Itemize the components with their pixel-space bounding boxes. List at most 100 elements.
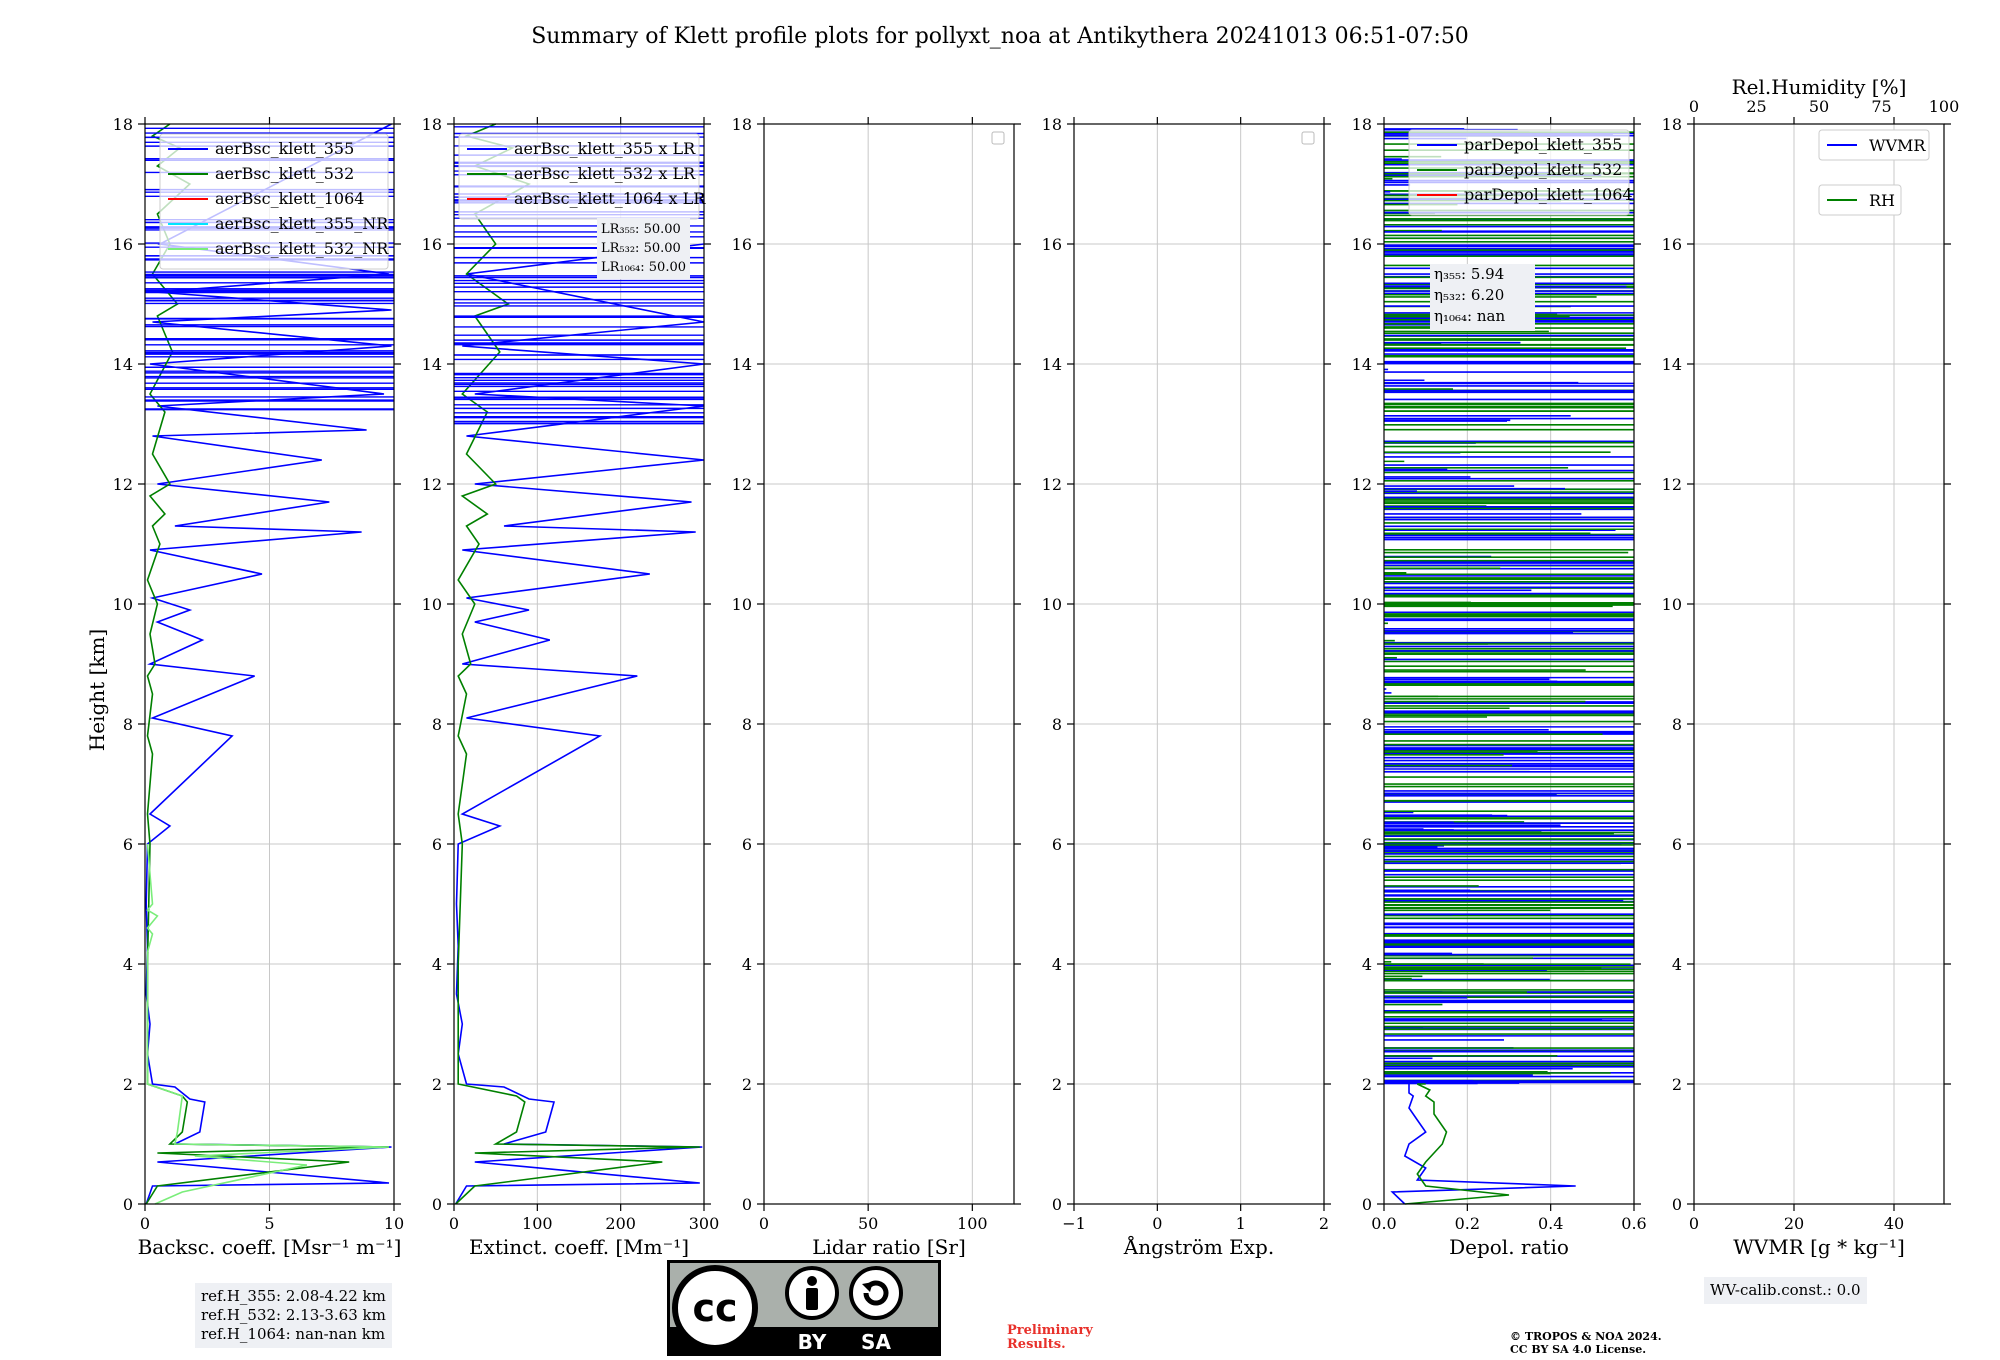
- x-axis-label: Backsc. coeff. [Msr⁻¹ m⁻¹]: [138, 1235, 402, 1259]
- annotation-line: LR₅₃₂: 50.00: [601, 241, 681, 256]
- legend-entry: aerBsc_klett_355_NR: [215, 214, 389, 233]
- x-tick-label: 300: [689, 1214, 720, 1233]
- badge-by-label: BY: [798, 1330, 827, 1354]
- y-tick-label: 16: [1352, 235, 1372, 254]
- legend-entry: aerBsc_klett_532_NR: [215, 239, 389, 258]
- x-tick-label: 0.6: [1621, 1214, 1646, 1233]
- y-tick-label: 4: [1362, 955, 1372, 974]
- y-tick-label: 2: [1052, 1075, 1062, 1094]
- x-tick-label: 10: [384, 1214, 404, 1233]
- depol-noise-lines: [1384, 128, 1634, 1085]
- y-tick-label: 14: [1662, 355, 1682, 374]
- badge-sa-label: SA: [861, 1330, 891, 1354]
- y-tick-label: 8: [123, 715, 133, 734]
- x-tick-label: 0.0: [1371, 1214, 1396, 1233]
- series-line-aerBsc_klett_532_NR: [146, 843, 390, 1205]
- y-tick-label: 10: [113, 595, 133, 614]
- y-tick-label: 12: [422, 475, 442, 494]
- x-tick-label: 200: [605, 1214, 636, 1233]
- share-alike-icon: [849, 1266, 903, 1320]
- legend-entry: aerBsc_klett_355 x LR: [514, 139, 696, 158]
- series-line-aerBsc_klett_532 x LR: [455, 123, 700, 1205]
- x-tick-label: 0: [1689, 1214, 1699, 1233]
- axes-frame: [144, 123, 395, 1205]
- top-x-tick-label: 25: [1746, 97, 1766, 116]
- x-axis-label: Ångström Exp.: [1123, 1234, 1274, 1259]
- ref-height-355: ref.H_355: 2.08-4.22 km: [201, 1287, 386, 1305]
- y-tick-label: 6: [742, 835, 752, 854]
- legend-entry-rh: RH: [1869, 191, 1895, 210]
- y-tick-label: 18: [113, 115, 133, 134]
- x-tick-label: 100: [522, 1214, 553, 1233]
- y-tick-label: 8: [742, 715, 752, 734]
- annotation-background: [597, 218, 690, 279]
- y-tick-label: 8: [432, 715, 442, 734]
- y-tick-label: 12: [113, 475, 133, 494]
- copyright-note: © TROPOS & NOA 2024. CC BY SA 4.0 Licens…: [1510, 1330, 1662, 1356]
- empty-legend-icon: [1301, 131, 1315, 145]
- x-tick-label: 40: [1884, 1214, 1904, 1233]
- y-tick-label: 10: [732, 595, 752, 614]
- y-tick-label: 12: [732, 475, 752, 494]
- x-tick-label: 5: [264, 1214, 274, 1233]
- y-tick-label: 0: [1362, 1195, 1372, 1214]
- panel-1: 0 5 10 0 2 4 6 8 10 12 14 16 18 Backsc. coeff. [Msr⁻¹…: [113, 115, 405, 1259]
- y-tick-label: 12: [1662, 475, 1682, 494]
- y-tick-label: 18: [1352, 115, 1372, 134]
- wv-calibration-box: WV-calib.const.: 0.0: [1704, 1277, 1867, 1304]
- y-tick-label: 14: [422, 355, 442, 374]
- annotation-line: LR₁₀₆₄: 50.00: [601, 260, 686, 275]
- legend-box: [1818, 184, 1902, 216]
- cc-glyph: cc: [692, 1286, 737, 1330]
- x-tick-label: 100: [957, 1214, 988, 1233]
- axes-frame: [453, 123, 705, 1205]
- y-tick-label: 4: [432, 955, 442, 974]
- top-x-axis-label: Rel.Humidity [%]: [1732, 75, 1907, 99]
- annotation-line: η₅₃₂: 6.20: [1434, 286, 1504, 304]
- y-tick-label: 4: [123, 955, 133, 974]
- panel-2: 0 100 200 300 0 2 4 6 8 10 12 14 16 18 Extinct. coeff.…: [422, 115, 720, 1259]
- y-tick-label: 18: [732, 115, 752, 134]
- x-tick-label: 2: [1319, 1214, 1329, 1233]
- y-tick-label: 10: [1352, 595, 1372, 614]
- y-tick-label: 16: [113, 235, 133, 254]
- panel-5: 0.0 0.2 0.4 0.6 0 2 4 6 8 10 12 14 16 18 Depol. ratio p…: [1352, 115, 1647, 1259]
- series-line-parDepol_klett_532: [1404, 1083, 1510, 1205]
- y-tick-label: 6: [123, 835, 133, 854]
- legend-entry-wvmr: WVMR: [1869, 136, 1926, 155]
- y-tick-label: 14: [113, 355, 133, 374]
- legend-entry: aerBsc_klett_355: [215, 139, 354, 158]
- axes-frame: [763, 123, 1015, 1205]
- y-tick-label: 2: [432, 1075, 442, 1094]
- series-line-parDepol_klett_355: [1390, 1084, 1576, 1205]
- x-axis-label: WVMR [g * kg⁻¹]: [1733, 1235, 1905, 1259]
- annotation-box: LR₃₅₅: 50.00 LR₅₃₂: 50.00 LR₁₀₆₄: 50.00: [597, 218, 690, 279]
- y-tick-label: 18: [1662, 115, 1682, 134]
- legend-box: [1818, 129, 1930, 161]
- y-tick-label: 18: [422, 115, 442, 134]
- y-tick-label: 0: [742, 1195, 752, 1214]
- y-axis-label: Height [km]: [85, 629, 109, 751]
- x-tick-label: 0: [449, 1214, 459, 1233]
- series-line-aerBsc_klett_532: [145, 123, 390, 1205]
- preliminary-note: Preliminary Results.: [1007, 1323, 1093, 1352]
- top-x-tick-label: 75: [1871, 97, 1891, 116]
- y-tick-label: 10: [422, 595, 442, 614]
- ref-height-532: ref.H_532: 2.13-3.63 km: [201, 1306, 386, 1324]
- top-x-tick-label: 100: [1929, 97, 1960, 116]
- annotation-background: [1430, 264, 1535, 331]
- y-tick-label: 8: [1672, 715, 1682, 734]
- x-tick-label: 0.4: [1538, 1214, 1563, 1233]
- y-tick-label: 6: [1052, 835, 1062, 854]
- cc-license-badge: cc BY SA: [667, 1260, 941, 1356]
- y-tick-label: 4: [742, 955, 752, 974]
- x-axis-label: Depol. ratio: [1449, 1235, 1569, 1259]
- empty-legend-icon: [991, 131, 1005, 145]
- axes-frame: [1383, 123, 1635, 1205]
- legend-box: [1408, 129, 1630, 216]
- y-tick-label: 16: [422, 235, 442, 254]
- ref-height-1064: ref.H_1064: nan-nan km: [201, 1325, 386, 1343]
- y-tick-label: 14: [732, 355, 752, 374]
